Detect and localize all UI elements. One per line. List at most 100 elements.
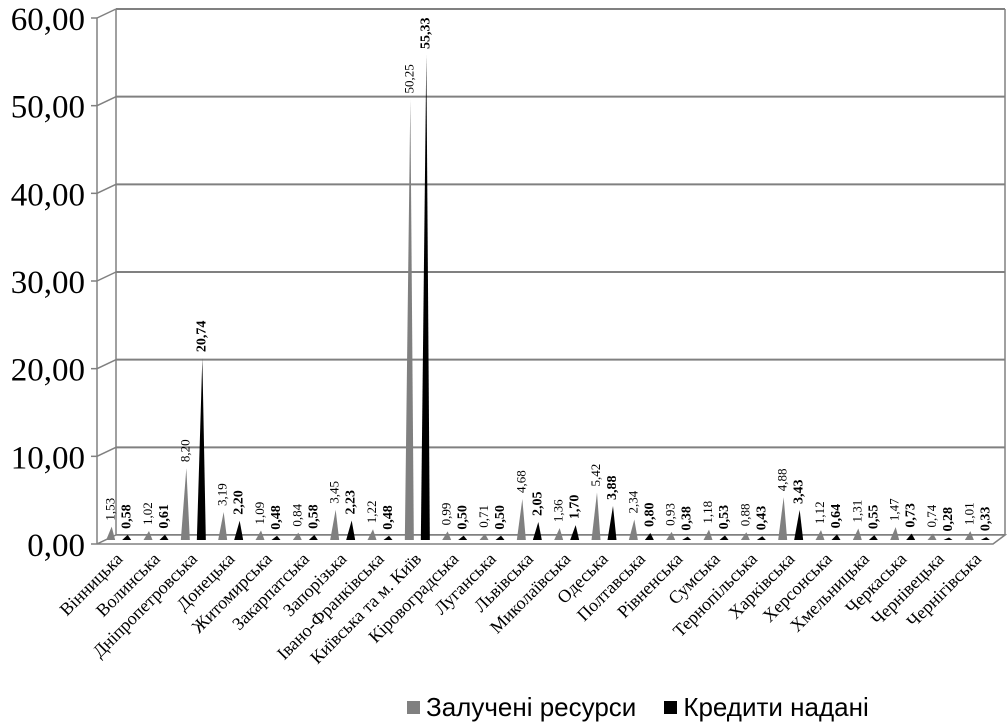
bar-attracted: [143, 531, 153, 540]
bar-attracted: [330, 509, 340, 540]
data-label-loans: 0,28: [941, 507, 956, 532]
bar-attracted: [442, 531, 452, 540]
bar-attracted: [106, 526, 116, 540]
data-label-attracted: 1,09: [252, 502, 267, 525]
legend-swatch-attracted: [407, 701, 420, 714]
gridline-connector: [96, 446, 117, 458]
bar-loans: [346, 520, 356, 540]
bar-loans: [607, 505, 617, 540]
bar-loans: [719, 535, 729, 540]
data-label-loans: 2,05: [530, 492, 545, 517]
bar-attracted: [890, 527, 900, 540]
bar-loans: [682, 536, 692, 540]
x-axis-ticks: ВінницькаВолинськаДніпропетровськаДонець…: [56, 549, 986, 668]
bar-attracted: [218, 512, 228, 540]
data-label-loans: 0,50: [493, 505, 508, 530]
data-label-loans: 55,33: [418, 17, 433, 49]
data-label-loans: 0,58: [120, 504, 135, 529]
bar-attracted: [778, 497, 788, 540]
data-label-loans: 0,80: [642, 502, 657, 527]
data-label-loans: 3,43: [792, 479, 807, 504]
bar-loans: [159, 534, 169, 540]
data-label-attracted: 1,12: [812, 501, 827, 524]
bar-loans: [234, 520, 244, 540]
gridline-connector: [96, 271, 117, 282]
bar-loans: [458, 535, 468, 540]
y-axis-ticks: 0,00 10,00 20,00 30,00 40,00 50,00 60,00: [11, 2, 97, 564]
bar-attracted: [927, 533, 937, 540]
y-tick-label: 10,00: [11, 440, 85, 476]
legend-swatch-loans: [664, 701, 678, 714]
bar-attracted: [516, 498, 526, 540]
data-label-loans: 0,73: [904, 503, 919, 528]
y-tick-label: 0,00: [27, 528, 85, 564]
data-label-attracted: 5,42: [588, 464, 603, 487]
data-label-loans: 2,23: [344, 490, 359, 515]
bar-attracted: [591, 492, 601, 540]
data-label-attracted: 0,74: [924, 504, 939, 527]
bar-attracted: [479, 533, 489, 540]
data-label-attracted: 0,88: [737, 504, 752, 527]
data-label-attracted: 3,19: [215, 483, 230, 506]
data-labels: 1,53 1,02 8,20 3,19 1,09 0,84 3,45 1,22 50,25 0,9…: [103, 17, 994, 531]
bar-loans: [831, 534, 841, 540]
bar-attracted: [404, 99, 414, 540]
data-label-attracted: 4,88: [775, 468, 790, 491]
data-label-attracted: 3,45: [327, 481, 342, 504]
grid: [96, 8, 1005, 545]
gridline-connector: [96, 95, 117, 107]
bar-loans: [495, 535, 505, 540]
bar-attracted: [740, 532, 750, 540]
data-label-attracted: 1,47: [887, 498, 902, 521]
bar-attracted: [554, 528, 564, 540]
bar-attracted: [964, 531, 974, 540]
axes: [96, 9, 1007, 545]
bar-loans: [868, 535, 878, 540]
bar-loans: [570, 525, 580, 540]
data-label-attracted: 1,36: [551, 499, 566, 522]
bar-attracted: [852, 528, 862, 540]
data-label-attracted: 1,02: [140, 502, 155, 525]
bar-attracted: [292, 532, 302, 540]
data-label-loans: 0,58: [306, 504, 321, 529]
bar-loans: [383, 535, 393, 540]
data-label-loans: 0,48: [269, 505, 284, 530]
gridline-connector: [96, 8, 117, 19]
bar-attracted: [666, 531, 676, 540]
data-label-loans: 0,43: [754, 506, 769, 531]
bar-loans: [644, 532, 654, 540]
gridline-connector: [96, 183, 117, 195]
bar-loans: [122, 534, 132, 540]
bar-attracted: [255, 530, 265, 540]
data-label-loans: 0,64: [829, 504, 844, 529]
data-label-attracted: 1,22: [364, 501, 379, 524]
data-label-attracted: 0,84: [289, 503, 304, 526]
y-tick-label: 30,00: [11, 265, 85, 301]
data-label-attracted: 1,53: [103, 498, 118, 521]
y-tick-label: 50,00: [11, 90, 85, 126]
gridline-connector: [96, 358, 117, 370]
data-label-loans: 3,88: [605, 475, 620, 500]
data-label-loans: 0,38: [680, 506, 695, 531]
data-label-attracted: 2,34: [625, 490, 640, 513]
bar-loans: [308, 534, 318, 540]
data-label-loans: 0,50: [456, 505, 471, 530]
bars: [106, 54, 990, 540]
bar-loans: [794, 509, 804, 540]
bar-loans: [980, 537, 990, 540]
bar-loans: [943, 537, 953, 540]
data-label-loans: 0,55: [866, 505, 881, 530]
bar-attracted: [367, 529, 377, 540]
legend-item-attracted: Залучені ресурси: [407, 692, 636, 723]
legend-label-loans: Кредити надані: [683, 692, 869, 722]
data-label-loans: 0,33: [978, 507, 993, 532]
data-label-loans: 0,61: [157, 504, 172, 529]
bar-loans: [532, 522, 542, 540]
data-label-attracted: 1,01: [961, 502, 976, 525]
bar-loans: [196, 358, 206, 540]
data-label-attracted: 8,20: [177, 439, 192, 462]
data-label-attracted: 4,68: [513, 470, 528, 493]
legend-label-attracted: Залучені ресурси: [426, 692, 637, 722]
bar-loans: [271, 535, 281, 540]
data-label-loans: 2,20: [232, 490, 247, 515]
